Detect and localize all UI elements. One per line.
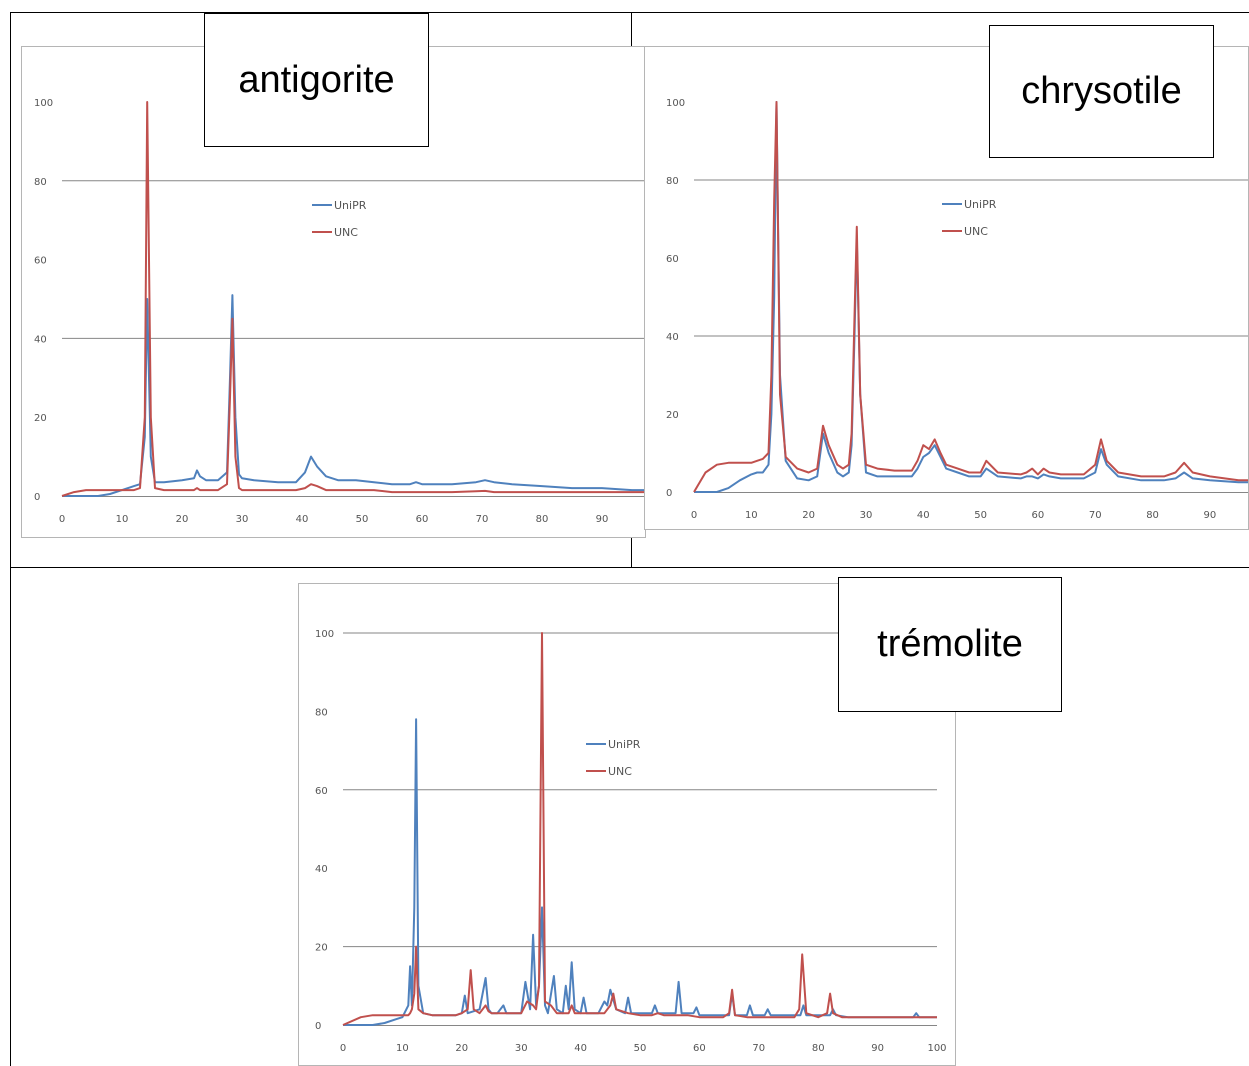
x-tick-label: 10 [745,510,758,521]
x-tick-label: 90 [1204,510,1217,521]
table-border-left [10,12,11,1066]
x-tick-label: 20 [455,1043,468,1054]
x-tick-label: 50 [634,1043,647,1054]
series-line-unc [61,101,644,497]
x-tick-label: 30 [515,1043,528,1054]
y-tick-label: 40 [666,332,679,343]
x-tick-label: 90 [596,514,609,525]
x-tick-label: 0 [340,1043,346,1054]
table-border-top [10,12,1249,13]
x-tick-label: 70 [476,514,489,525]
y-tick-label: 40 [34,334,47,345]
label-chrysotile: chrysotile [989,25,1214,158]
y-tick-label: 100 [666,98,685,109]
series-line-unipr [343,718,937,1026]
y-tick-label: 60 [666,254,679,265]
legend-label-unc: UNC [964,225,988,238]
series-line-unipr [62,294,644,497]
x-tick-label: 40 [574,1043,587,1054]
y-tick-label: 60 [34,256,47,267]
y-tick-label: 100 [315,629,334,640]
y-tick-label: 20 [34,413,47,424]
x-tick-label: 70 [1089,510,1102,521]
x-tick-label: 20 [176,514,189,525]
x-tick-label: 30 [236,514,249,525]
y-tick-label: 60 [315,786,328,797]
y-tick-label: 20 [315,943,328,954]
x-tick-label: 60 [1032,510,1045,521]
table-border-middle-horizontal [10,567,1249,568]
x-tick-label: 90 [871,1043,884,1054]
y-tick-label: 0 [666,488,672,499]
label-antigorite: antigorite [204,13,429,147]
y-tick-label: 80 [666,176,679,187]
legend-label-unipr: UniPR [334,199,367,212]
y-tick-label: 20 [666,410,679,421]
x-tick-label: 30 [860,510,873,521]
x-tick-label: 40 [296,514,309,525]
series-line-unc [342,632,937,1026]
legend-label-unipr: UniPR [608,738,641,751]
chart-chrysotile-svg: 0 20 40 60 80 100 0 10 20 30 40 50 60 70 80 90 UniPR UNC [666,98,1248,521]
x-tick-label: 60 [416,514,429,525]
x-tick-label: 60 [693,1043,706,1054]
x-tick-label: 10 [116,514,129,525]
y-tick-label: 80 [315,707,328,718]
x-tick-label: 40 [917,510,930,521]
legend-label-unc: UNC [608,765,632,778]
series-line-unc [693,101,1248,493]
y-tick-label: 80 [34,177,47,188]
chart-antigorite-svg: 0 20 40 60 80 100 0 10 20 30 40 50 60 70 80 90 UniPR UNC [34,98,644,525]
chart-antigorite: 0 20 40 60 80 100 0 10 20 30 40 50 60 70 80 90 UniPR UNC [21,46,646,538]
x-tick-label: 0 [691,510,697,521]
x-tick-label: 80 [812,1043,825,1054]
y-tick-label: 0 [34,492,40,503]
x-tick-label: 80 [536,514,549,525]
y-tick-label: 0 [315,1021,321,1032]
y-tick-label: 40 [315,864,328,875]
x-tick-label: 50 [356,514,369,525]
legend-label-unipr: UniPR [964,198,997,211]
series-line-unipr [694,101,1248,493]
y-tick-label: 100 [34,98,53,109]
x-tick-label: 20 [802,510,815,521]
x-tick-label: 70 [752,1043,765,1054]
x-tick-label: 80 [1146,510,1159,521]
x-tick-label: 100 [927,1043,946,1054]
x-tick-label: 0 [59,514,65,525]
x-tick-label: 10 [396,1043,409,1054]
label-tremolite: trémolite [838,577,1062,712]
legend-label-unc: UNC [334,226,358,239]
x-tick-label: 50 [974,510,987,521]
